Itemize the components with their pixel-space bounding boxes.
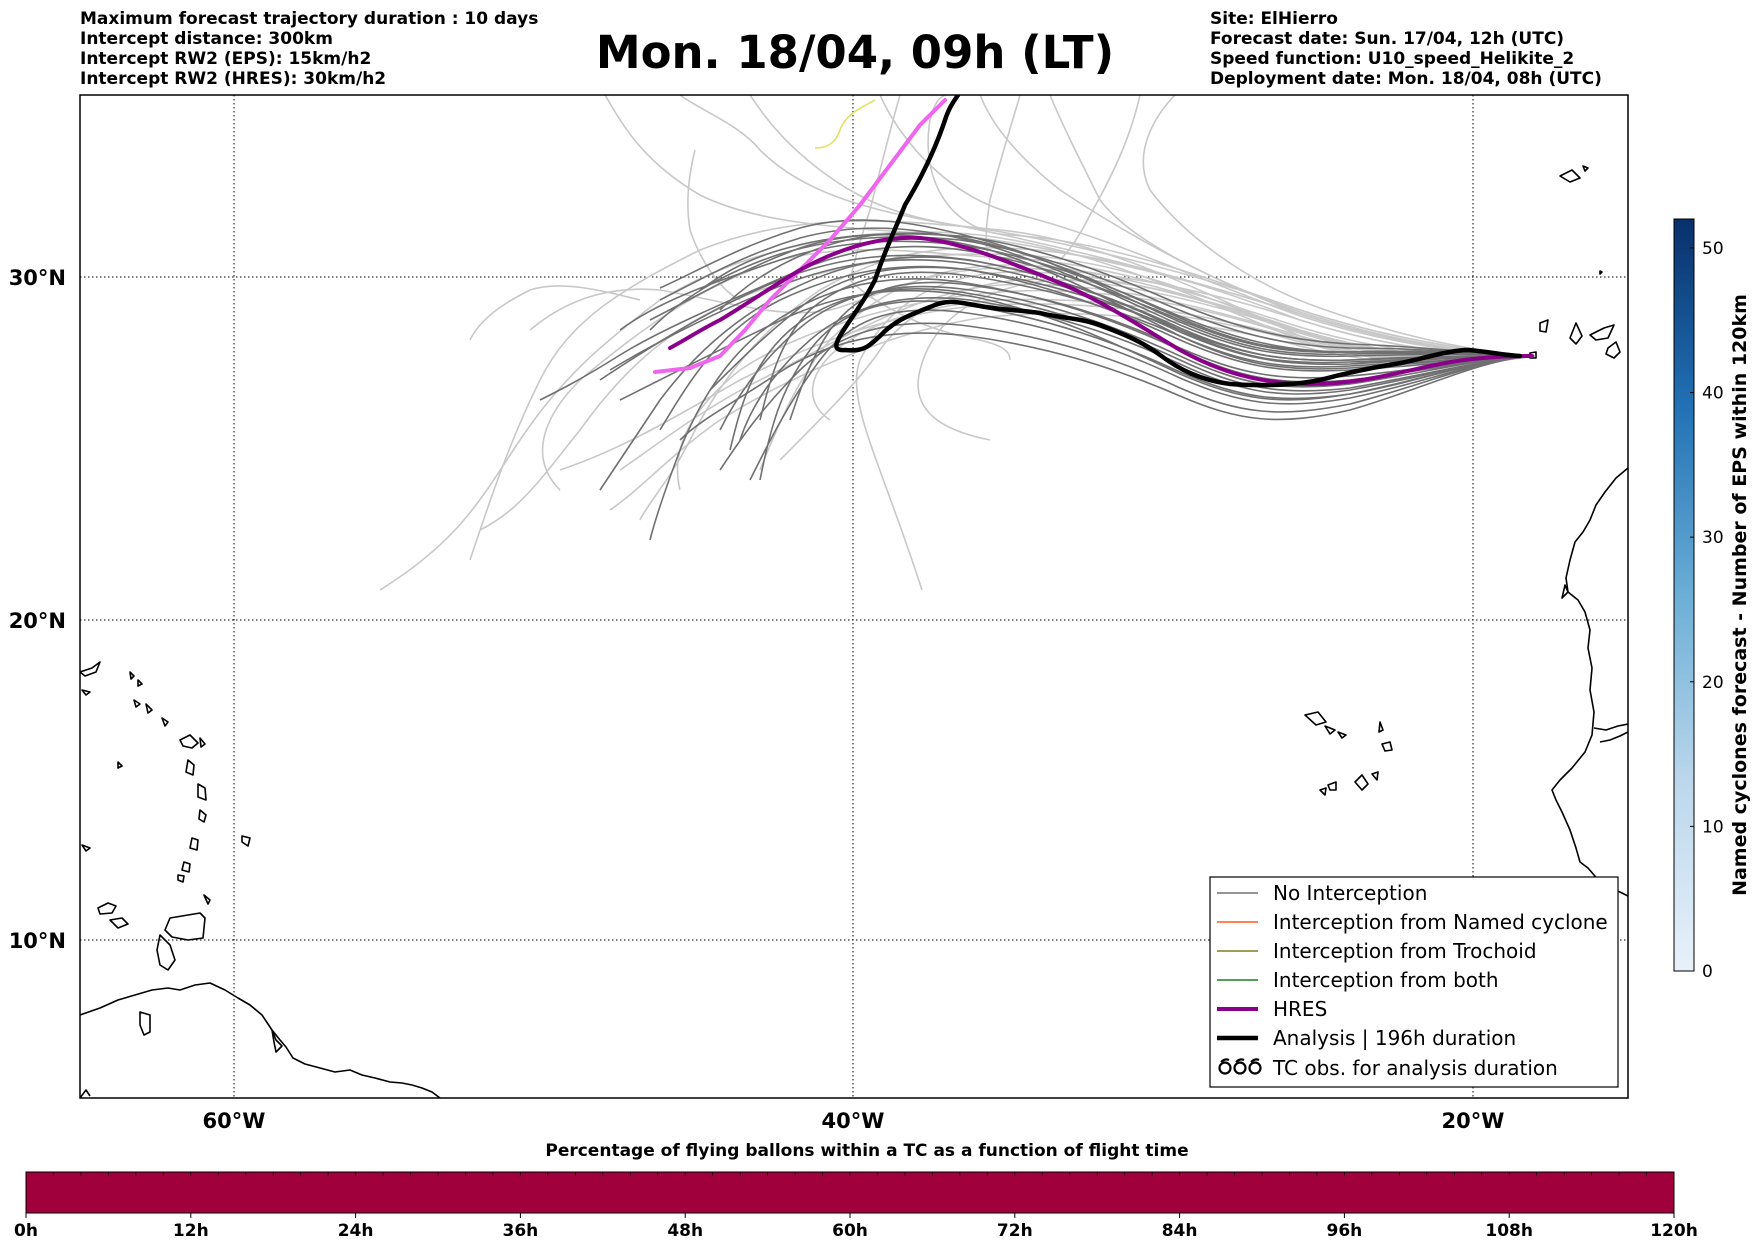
header-right-line: Site: ElHierro [1210,9,1338,29]
colorbar-tick-label: 0 [1702,962,1713,982]
bottom-bar-tick-label: 72h [997,1221,1033,1241]
lat-label: 30°N [9,266,66,290]
bottom-bar-tick-label: 96h [1327,1221,1363,1241]
hres-track [668,235,1534,387]
bottom-bar-tick-label: 36h [503,1221,539,1241]
legend-label: Interception from Trochoid [1273,939,1537,963]
colorbar-tick-label: 10 [1702,817,1724,837]
bottom-bar: Percentage of flying ballons within a TC… [14,1141,1698,1241]
lat-label: 20°N [9,609,66,633]
header-right-line: Speed function: U10_speed_Helikite_2 [1210,49,1574,69]
map-panel: 30°N 20°N 10°N 60°W 40°W 20°W No Interce… [9,94,1629,1133]
legend-label: Interception from Named cyclone [1273,910,1608,934]
legend-label: Interception from both [1273,968,1499,992]
colorbar-tick-label: 50 [1702,239,1724,259]
colorbar-label: Named cyclones forecast - Number of EPS … [1729,294,1751,896]
lon-label: 60°W [203,1109,266,1133]
map-frame [79,94,1629,1099]
lon-label: 20°W [1442,1109,1505,1133]
header-left-line: Intercept distance: 300km [80,29,333,49]
colorbar-tick-label: 30 [1702,528,1724,548]
gridlines [80,95,1628,1098]
header-left-line: Intercept RW2 (EPS): 15km/h2 [80,49,371,69]
analysis-track [834,95,1523,388]
bottom-bar-tick-label: 48h [667,1221,703,1241]
bottom-bar-tick-label: 0h [14,1221,38,1241]
bottom-bar-title: Percentage of flying ballons within a TC… [545,1141,1188,1161]
colorbar-tick-label: 40 [1702,384,1724,404]
colorbar-tick-label: 20 [1702,673,1724,693]
legend: No Interception Interception from Named … [1209,876,1619,1088]
tc-symbol-icon [1218,1058,1262,1075]
bottom-bar-tick-label: 12h [173,1221,209,1241]
bottom-bar-tick-label: 120h [1650,1221,1698,1241]
legend-label: TC obs. for analysis duration [1272,1056,1558,1080]
lat-labels: 30°N 20°N 10°N [9,266,66,953]
lon-labels: 60°W 40°W 20°W [203,1109,1505,1133]
bottom-bar-tick-label: 84h [1162,1221,1198,1241]
right-colorbar: 0 10 20 30 40 50 Named cyclones forecast - Nu… [1673,218,1751,982]
header-left-line: Maximum forecast trajectory duration : 1… [80,9,538,29]
header-right-line: Forecast date: Sun. 17/04, 12h (UTC) [1210,29,1564,49]
colorbar-gradient [1673,218,1695,972]
colorbar-ticks: 0 10 20 30 40 50 [1690,239,1724,982]
header-left-line: Intercept RW2 (HRES): 30km/h2 [80,69,386,89]
header-right-line: Deployment date: Mon. 18/04, 08h (UTC) [1210,69,1602,89]
bottom-bar-tick-label: 60h [832,1221,868,1241]
bottom-bar-minor-ticks [53,1172,1647,1176]
eps-yellow-track [814,99,876,149]
coastlines [80,165,1628,1098]
page-title: Mon. 18/04, 09h (LT) [596,26,1114,79]
bottom-bar-tick-label: 24h [338,1221,374,1241]
legend-label: No Interception [1273,881,1427,905]
lon-label: 40°W [822,1109,885,1133]
bottom-bar-fill [25,1171,1675,1214]
legend-label: HRES [1273,997,1327,1021]
lat-label: 10°N [9,929,66,953]
legend-label: Analysis | 196h duration [1273,1026,1516,1050]
header-left: Maximum forecast trajectory duration : 1… [80,9,538,89]
header-right: Site: ElHierro Forecast date: Sun. 17/04… [1210,9,1602,89]
legend-box [1209,876,1619,1088]
bottom-bar-tick-label: 108h [1485,1221,1533,1241]
bottom-bar-ticks: 0h 12h 24h 36h 48h 60h 72h 84h 96h 108h 120h [14,1213,1698,1241]
